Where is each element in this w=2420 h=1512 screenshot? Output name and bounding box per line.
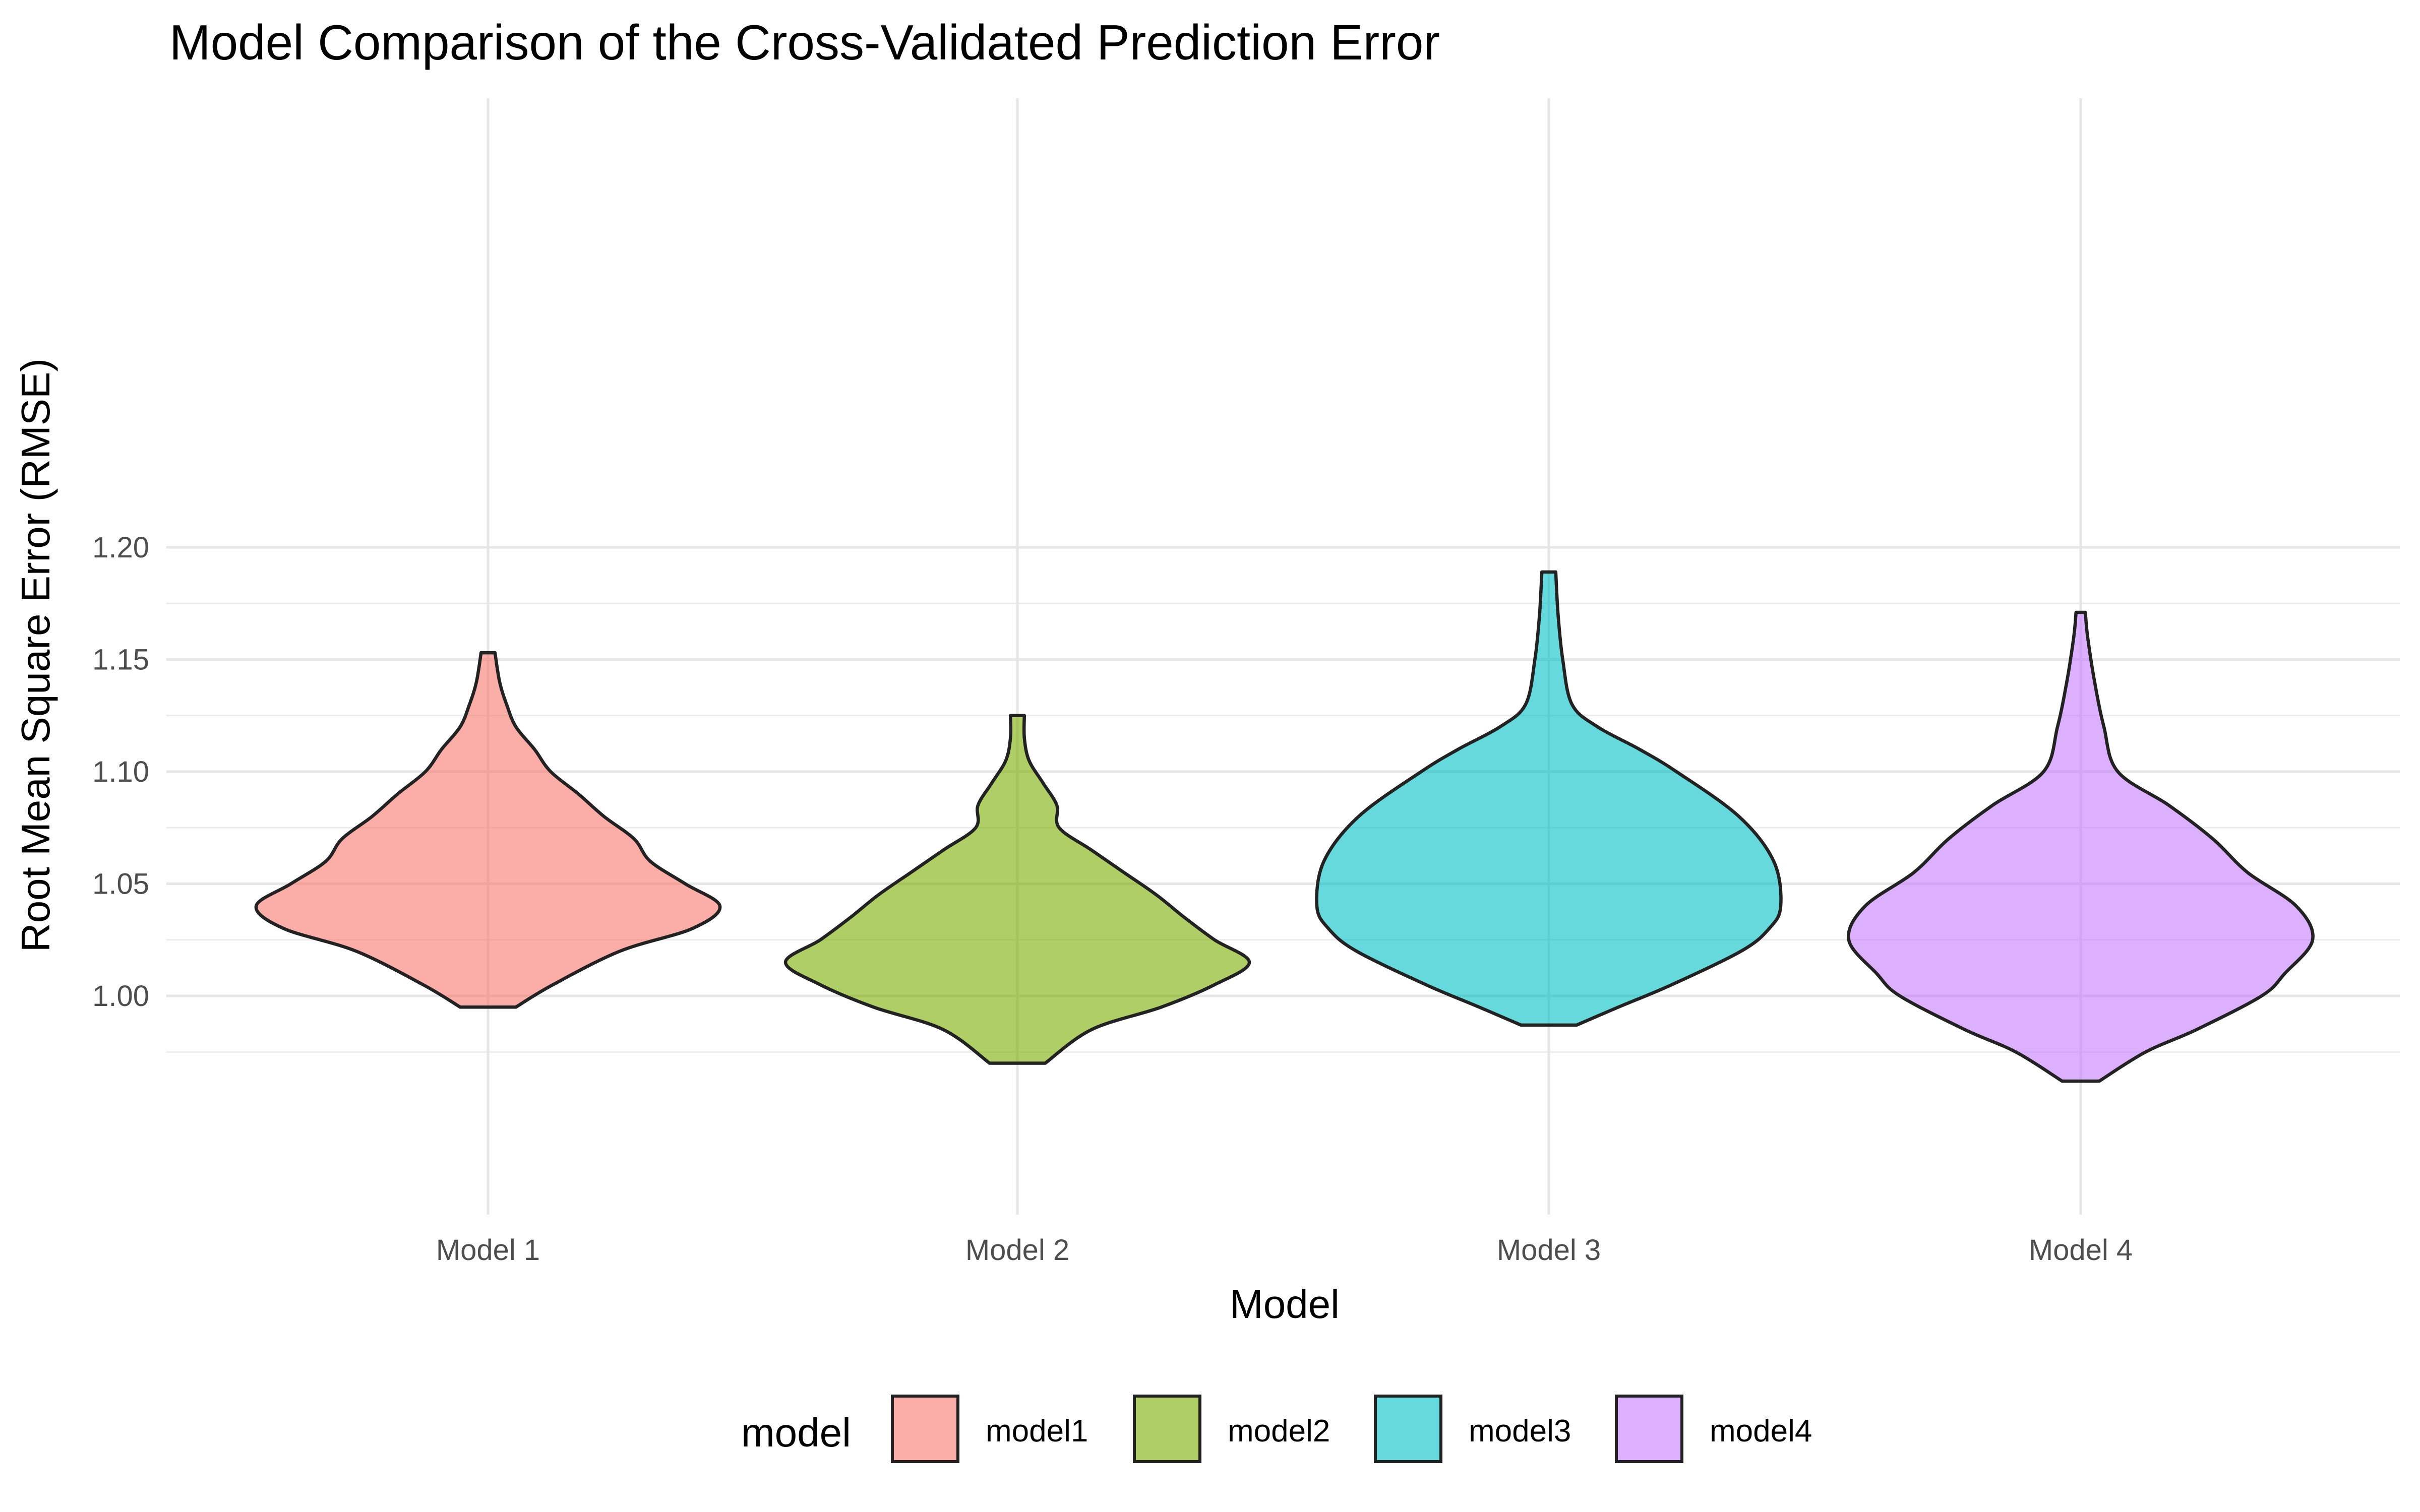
legend-item-model2: model2 — [1133, 1395, 1330, 1463]
y-tick-label: 1.00 — [92, 980, 149, 1013]
legend-item-model4: model4 — [1615, 1395, 1812, 1463]
y-axis-title: Root Mean Square Error (RMSE) — [13, 358, 58, 952]
x-tick-label: Model 4 — [2029, 1234, 2133, 1267]
chart-title: Model Comparison of the Cross-Validated … — [169, 15, 1440, 70]
legend-items: model1 model2 model3 model4 — [891, 1395, 1812, 1463]
x-tick-labels: Model 1 Model 2 Model 3 Model 4 — [436, 1234, 2133, 1267]
legend-label: model1 — [986, 1414, 1088, 1448]
violin-model2 — [783, 714, 1251, 1065]
x-tick-label: Model 1 — [436, 1234, 540, 1267]
legend-swatch — [1374, 1395, 1442, 1463]
legend-label: model4 — [1710, 1414, 1812, 1448]
y-tick-labels: 1.00 1.05 1.10 1.15 1.20 — [92, 531, 149, 1013]
violin-model4 — [1847, 610, 2315, 1083]
x-axis-title: Model — [1230, 1282, 1340, 1327]
legend-item-model3: model3 — [1374, 1395, 1571, 1463]
violin-model3 — [1315, 570, 1783, 1027]
legend-swatch — [1615, 1395, 1683, 1463]
violin-layer — [254, 570, 2315, 1083]
legend-swatch — [1133, 1395, 1201, 1463]
legend-title: model — [741, 1410, 851, 1455]
legend: model model1 model2 model3 model4 — [741, 1395, 1812, 1463]
legend-swatch — [891, 1395, 959, 1463]
violin-model1 — [254, 651, 722, 1009]
y-tick-label: 1.05 — [92, 868, 149, 901]
y-tick-label: 1.20 — [92, 531, 149, 564]
y-tick-label: 1.10 — [92, 755, 149, 788]
legend-label: model2 — [1228, 1414, 1330, 1448]
x-tick-label: Model 2 — [965, 1234, 1069, 1267]
legend-item-model1: model1 — [891, 1395, 1088, 1463]
x-tick-label: Model 3 — [1497, 1234, 1601, 1267]
legend-label: model3 — [1469, 1414, 1571, 1448]
y-tick-label: 1.15 — [92, 644, 149, 676]
